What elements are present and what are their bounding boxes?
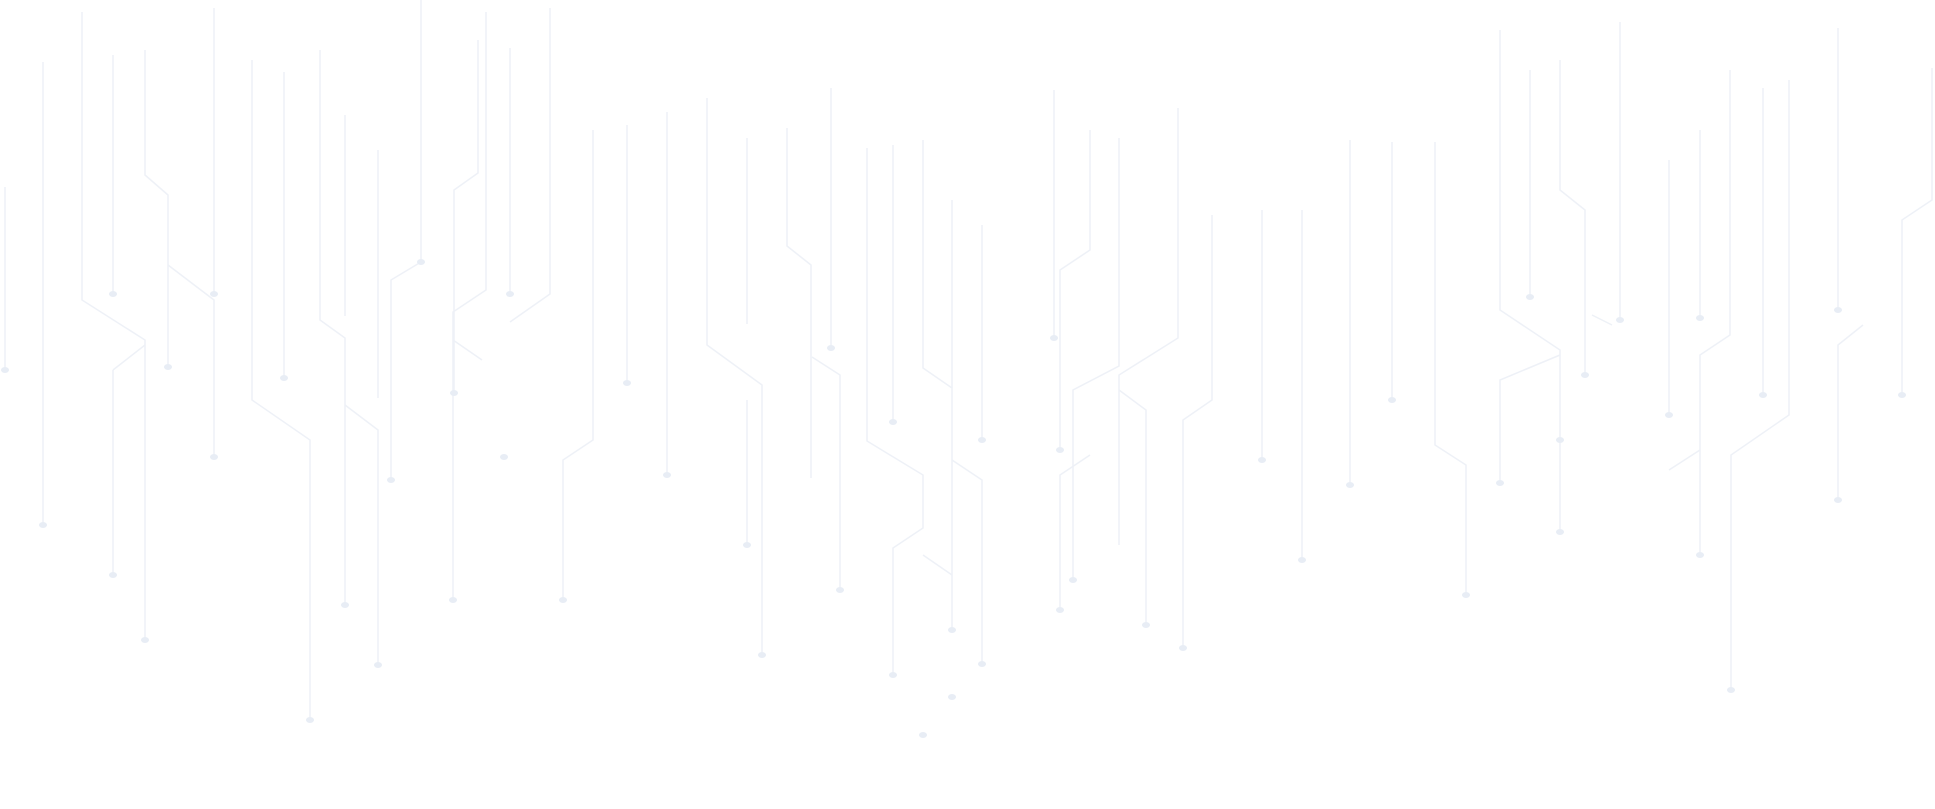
circuit-node-dot xyxy=(210,454,218,460)
circuit-node-dot xyxy=(1759,392,1767,398)
circuit-node-dot xyxy=(559,597,567,603)
circuit-trace xyxy=(81,12,146,640)
circuit-node-dot xyxy=(1179,645,1187,651)
circuit-node-dot xyxy=(387,477,395,483)
circuit-node-dot xyxy=(1834,307,1842,313)
circuit-node-dot xyxy=(1556,529,1564,535)
circuit-node-dot xyxy=(663,472,671,478)
circuit-node-dot xyxy=(109,291,117,297)
circuit-node-dot xyxy=(1388,397,1396,403)
circuit-trace xyxy=(1668,449,1701,471)
circuit-trace xyxy=(1118,108,1179,545)
circuit-trace xyxy=(1837,324,1864,500)
circuit-node-dot xyxy=(743,542,751,548)
circuit-trace xyxy=(344,404,379,665)
circuit-node-dot xyxy=(1056,607,1064,613)
circuit-trace xyxy=(1730,80,1790,690)
circuit-node-dot xyxy=(1834,497,1842,503)
circuit-trace xyxy=(1699,70,1731,555)
circuit-trace xyxy=(922,554,953,576)
circuit-node-dot xyxy=(449,597,457,603)
circuit-node-dot xyxy=(1069,577,1077,583)
circuit-node-dot xyxy=(836,587,844,593)
circuit-node-dot xyxy=(1142,622,1150,628)
circuit-node-dot xyxy=(758,652,766,658)
circuit-node-dot xyxy=(164,364,172,370)
circuit-trace xyxy=(390,261,422,480)
circuit-trace xyxy=(167,264,215,457)
circuit-node-dot xyxy=(978,661,986,667)
circuit-node-dot xyxy=(1346,482,1354,488)
circuit-node-dot xyxy=(1050,335,1058,341)
circuit-node-dot xyxy=(1696,552,1704,558)
circuit-trace xyxy=(509,8,551,323)
circuit-node-dot xyxy=(1898,392,1906,398)
circuit-node-dot xyxy=(1462,592,1470,598)
circuit-node-dot xyxy=(306,717,314,723)
circuit-node-dot xyxy=(1,367,9,373)
circuit-node-dot xyxy=(341,602,349,608)
circuit-trace xyxy=(1118,389,1147,625)
circuit-node-dot xyxy=(141,637,149,643)
circuit-trace xyxy=(786,128,812,478)
circuit-node-dot xyxy=(109,572,117,578)
circuit-trace xyxy=(811,356,841,590)
circuit-node-dot xyxy=(1665,412,1673,418)
circuit-node-dot xyxy=(1526,294,1534,300)
circuit-trace xyxy=(1559,60,1586,375)
circuit-node-dot xyxy=(948,627,956,633)
circuit-trace xyxy=(1499,354,1561,483)
circuit-trace xyxy=(922,140,953,630)
circuit-trace xyxy=(1901,68,1933,395)
circuit-node-dot xyxy=(280,375,288,381)
circuit-node-dot xyxy=(1056,447,1064,453)
circuit-node-dot xyxy=(1727,687,1735,693)
circuit-node-dot xyxy=(506,291,514,297)
circuit-node-dot xyxy=(623,380,631,386)
circuit-node-dot xyxy=(374,662,382,668)
circuit-node-dot xyxy=(827,345,835,351)
circuit-node-dot xyxy=(948,694,956,700)
circuit-trace xyxy=(112,344,146,371)
circuit-trace xyxy=(1059,130,1091,450)
circuit-trace xyxy=(866,148,924,675)
circuit-node-dot xyxy=(1696,315,1704,321)
circuit-node-dot xyxy=(1496,480,1504,486)
circuit-node-dot xyxy=(39,522,47,528)
circuit-trace xyxy=(1182,215,1213,648)
circuit-trace xyxy=(562,130,594,600)
circuit-node-dot xyxy=(450,390,458,396)
circuit-node-dot xyxy=(500,454,508,460)
circuit-node-dot xyxy=(889,672,897,678)
circuit-trace xyxy=(1072,138,1120,580)
circuit-node-dot xyxy=(1258,457,1266,463)
circuit-node-dot xyxy=(978,437,986,443)
circuit-trace xyxy=(1591,314,1613,326)
circuit-trace xyxy=(453,40,479,393)
circuit-node-dot xyxy=(417,259,425,265)
circuit-node-dot xyxy=(1581,372,1589,378)
circuit-trace xyxy=(706,98,763,655)
circuit-trace xyxy=(251,60,311,720)
circuit-trace xyxy=(452,339,483,361)
circuit-trace xyxy=(452,12,487,600)
circuit-node-dot xyxy=(889,419,897,425)
circuit-node-dot xyxy=(1556,437,1564,443)
circuit-trace xyxy=(1059,454,1091,610)
circuit-node-dot xyxy=(1616,317,1624,323)
circuit-trace xyxy=(1434,142,1467,595)
circuit-node-dot xyxy=(919,732,927,738)
circuit-node-dot xyxy=(1298,557,1306,563)
circuit-trace xyxy=(144,50,169,367)
circuit-trace xyxy=(951,459,983,664)
circuit-trace xyxy=(319,50,346,605)
circuit-node-dot xyxy=(210,291,218,297)
